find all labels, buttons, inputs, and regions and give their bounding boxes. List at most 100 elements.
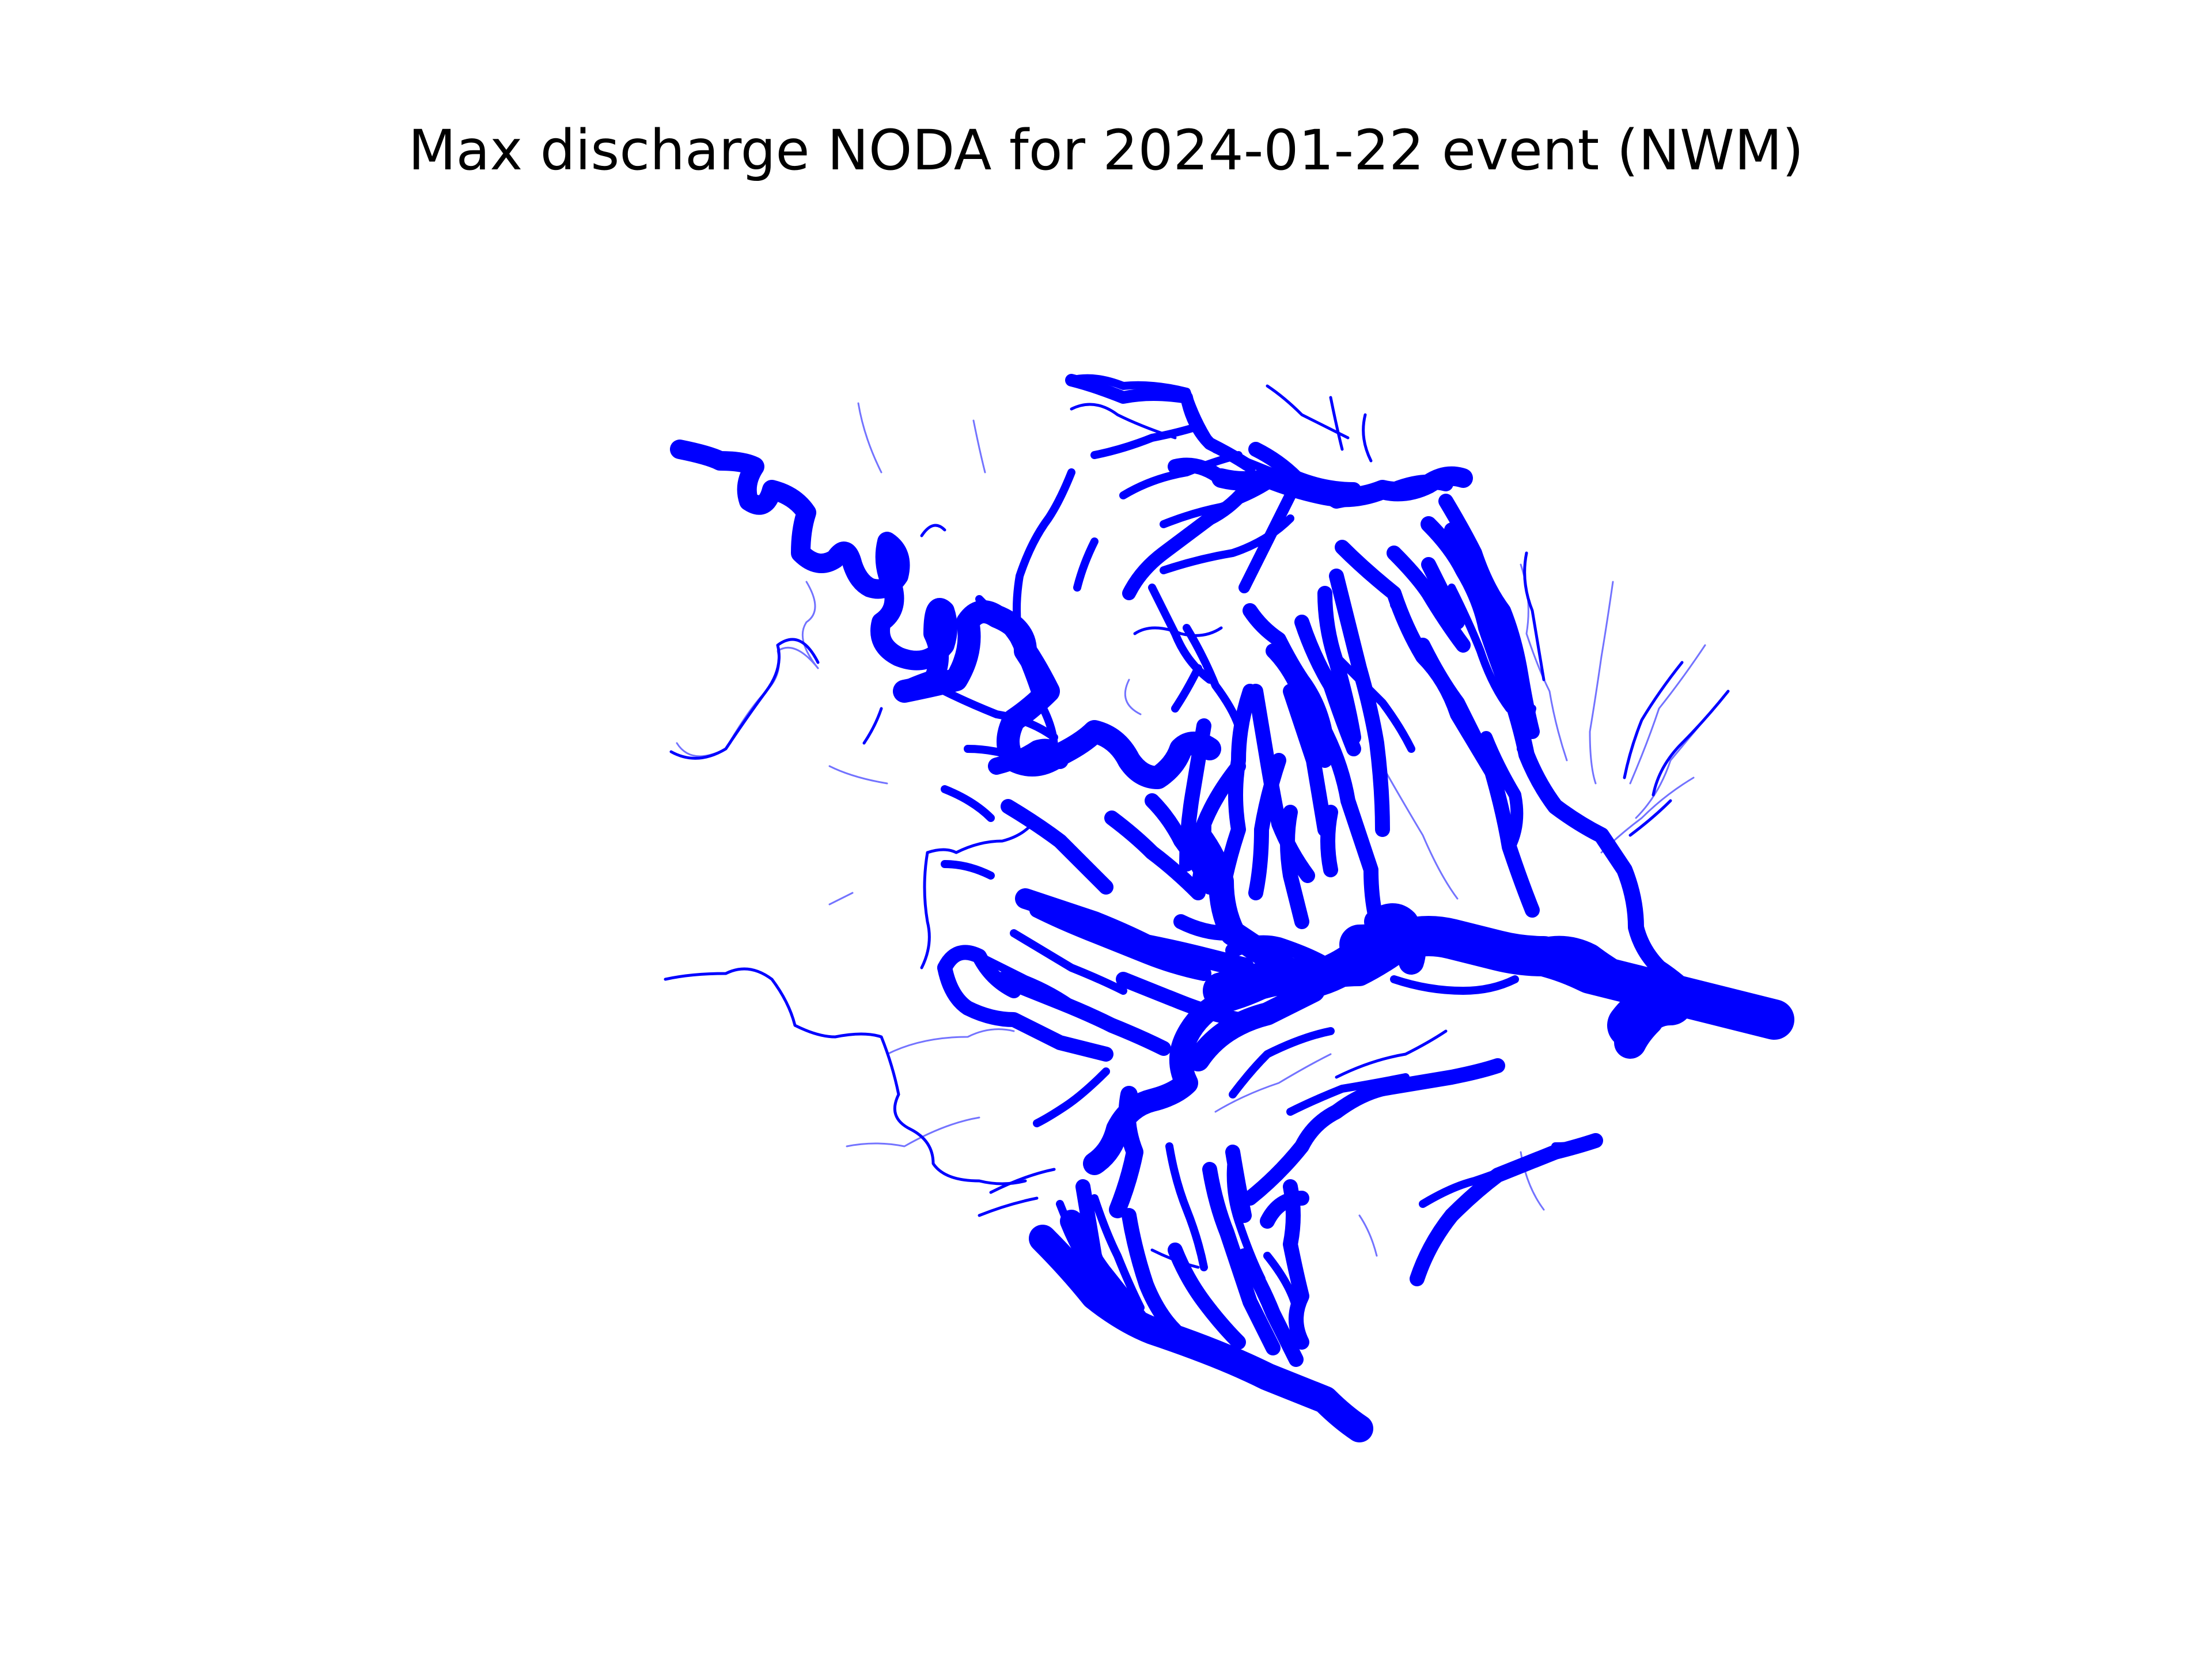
river-segment	[1073, 537, 1099, 592]
river-segment	[1203, 938, 1378, 1009]
river-segment	[1090, 422, 1202, 459]
river-segment	[1033, 1067, 1110, 1127]
river-segment	[846, 1116, 980, 1147]
river-segment	[1122, 477, 1257, 600]
river-segment	[978, 1196, 1039, 1217]
river-segment	[801, 581, 819, 669]
river-segment	[1237, 1248, 1304, 1367]
river-segment	[1145, 793, 1217, 895]
river-segment	[1329, 396, 1344, 451]
river-segment	[1381, 765, 1459, 900]
river-segment	[1390, 975, 1519, 995]
river-segment	[669, 638, 820, 760]
river-segment	[1243, 1081, 1390, 1206]
river-segment	[972, 419, 986, 474]
river-segment	[1214, 1053, 1332, 1113]
river-segment	[1225, 1145, 1252, 1223]
river-segment	[1332, 653, 1415, 753]
river-segment	[828, 765, 888, 785]
river-segment	[1339, 916, 1656, 1005]
river-segment	[1387, 546, 1471, 653]
river-segment	[676, 646, 819, 757]
river-segment	[1238, 490, 1296, 593]
river-segment	[1266, 384, 1350, 440]
river-segment	[1523, 551, 1546, 681]
river-segment	[1329, 569, 1390, 837]
river-segment	[1358, 1214, 1378, 1257]
river-segment	[1410, 1133, 1603, 1286]
river-segment	[926, 816, 1039, 854]
river-segment	[1280, 805, 1309, 929]
river-segment	[1335, 1029, 1448, 1079]
river-segment	[1070, 403, 1177, 440]
river-segment	[670, 440, 957, 701]
river-segment	[1187, 979, 1325, 1071]
river-segment	[1652, 690, 1730, 797]
river-segment	[1600, 777, 1695, 854]
river-segment	[1317, 586, 1361, 745]
river-segment	[1133, 626, 1223, 637]
river-segment	[920, 851, 931, 969]
river-segment	[857, 402, 882, 474]
river-segment	[1168, 1243, 1246, 1350]
river-segment	[1122, 1208, 1183, 1338]
outlet-reach	[1203, 916, 1794, 1059]
river-segment	[920, 524, 946, 537]
river-segment	[1165, 1142, 1208, 1271]
river-segment	[1211, 466, 1473, 507]
river-segment	[937, 960, 1113, 1062]
river-network	[664, 374, 1794, 1442]
river-segment	[937, 945, 1021, 998]
river-segment	[1260, 1191, 1309, 1229]
river-segment	[1629, 644, 1706, 785]
river-segment	[1283, 1179, 1309, 1350]
river-segment	[1607, 979, 1694, 1048]
river-segment	[941, 860, 995, 880]
river-segment	[1421, 557, 1465, 630]
river-segment	[1628, 799, 1672, 837]
river-segment	[1015, 888, 1255, 978]
river-segment	[1266, 643, 1332, 768]
river-segment	[995, 972, 1171, 1056]
river-segment	[886, 1028, 1015, 1055]
river-segment	[1013, 468, 1075, 643]
river-segment	[1589, 581, 1614, 785]
river-segment	[1320, 805, 1338, 877]
river-segment	[1438, 494, 1540, 739]
chart-title: Max discharge NODA for 2024-01-22 event …	[408, 118, 1804, 183]
river-segment	[1010, 929, 1127, 995]
river-segment	[1421, 516, 1696, 999]
river-segment	[1001, 799, 1113, 895]
river-segment	[664, 967, 1027, 1185]
river-segment	[1029, 903, 1211, 981]
river-segment	[1243, 603, 1384, 929]
river-segment	[1171, 664, 1202, 713]
river-segment	[1029, 1225, 1373, 1442]
river-segment	[1248, 753, 1286, 900]
river-segment	[1480, 731, 1524, 853]
river-segment	[1060, 1210, 1152, 1336]
river-segment	[1090, 1194, 1145, 1312]
river-segment	[1183, 624, 1243, 730]
river-segment	[941, 687, 1058, 741]
river-segment	[1124, 679, 1142, 715]
river-segment	[828, 892, 854, 906]
river-segment	[1635, 690, 1729, 819]
small-tributaries	[664, 384, 1730, 1269]
river-segment	[941, 785, 995, 822]
river-segment	[1448, 584, 1513, 713]
river-segment	[1375, 1058, 1505, 1096]
river-segment	[1623, 661, 1684, 779]
river-segment	[1109, 1086, 1143, 1218]
river-segment	[1104, 810, 1206, 900]
river-segment	[988, 738, 1069, 775]
river-segment	[893, 600, 1221, 789]
river-segment	[1362, 413, 1373, 463]
river-segment	[1065, 374, 1256, 473]
river-segment	[1283, 684, 1332, 837]
river-segment	[862, 707, 883, 745]
river-segment	[989, 1168, 1056, 1194]
main-rivers	[670, 374, 1735, 1442]
